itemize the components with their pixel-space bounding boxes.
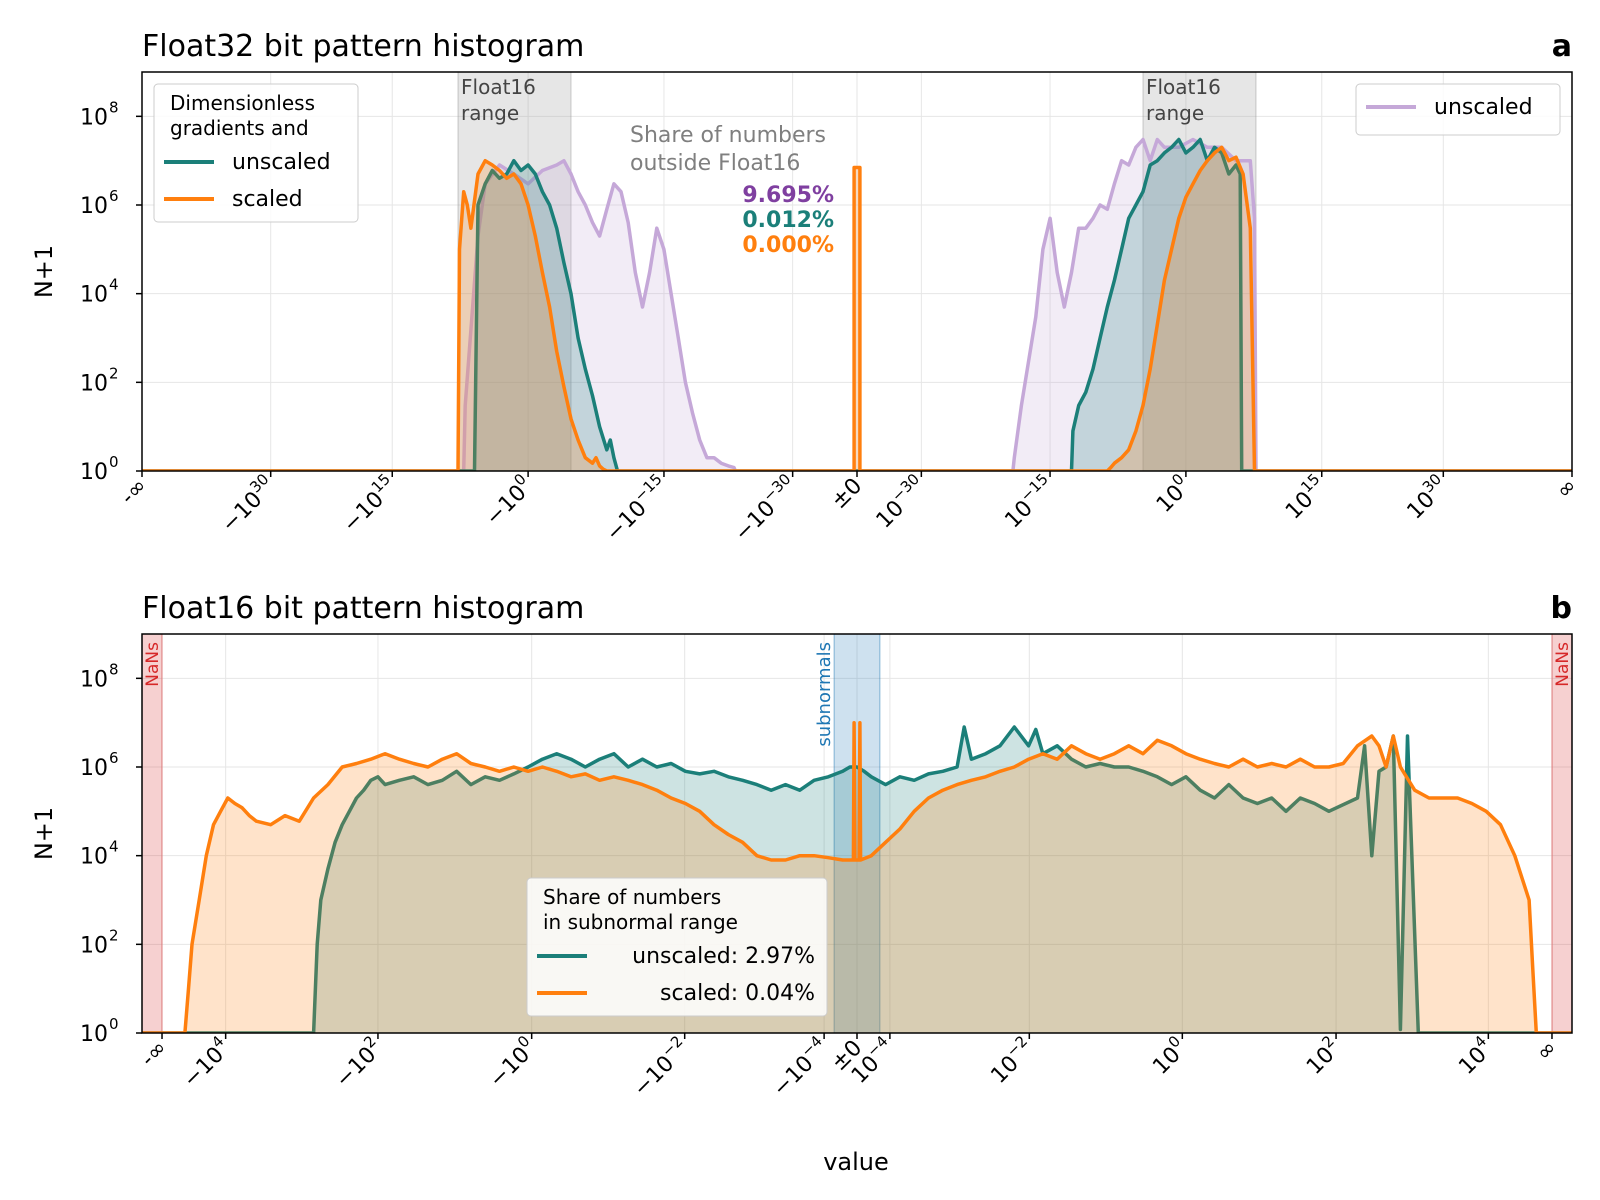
x-tick-label: −104 xyxy=(175,1032,236,1093)
series-line xyxy=(142,137,1572,471)
y-tick-label: 10 xyxy=(80,845,108,870)
plot-area xyxy=(142,72,1572,471)
plot-area xyxy=(142,634,1572,1033)
legend-box xyxy=(526,877,828,1017)
legend-box xyxy=(1355,83,1561,136)
x-axis-label: value xyxy=(823,1148,889,1176)
x-tick-label: −1030 xyxy=(213,470,281,538)
y-tick-label: 10 xyxy=(80,283,108,308)
x-tick-label: 1015 xyxy=(1277,470,1332,525)
y-tick-label-exponent: 6 xyxy=(109,187,119,205)
x-tick-label: 10−30 xyxy=(868,470,931,533)
region-label: NaNs xyxy=(1553,642,1573,687)
y-tick-label-exponent: 0 xyxy=(109,1015,119,1033)
y-axis-label: N+1 xyxy=(30,807,58,860)
x-tick-label: ∞ xyxy=(1552,474,1583,505)
shaded-region xyxy=(833,634,881,1033)
y-tick-label-exponent: 0 xyxy=(109,453,119,471)
annotation-value: 9.695% xyxy=(742,183,834,208)
x-tick-label: −10−4 xyxy=(765,1032,835,1102)
legend-title: Share of numbers in subnormal range xyxy=(543,885,738,934)
x-tick-label: −10−30 xyxy=(726,470,802,546)
x-tick-label: 10−2 xyxy=(983,1032,1040,1089)
x-tick-label: 102 xyxy=(1299,1032,1347,1080)
region-label: subnormals xyxy=(814,642,835,747)
x-tick-label: 100 xyxy=(1148,470,1196,518)
x-tick-label: 1030 xyxy=(1399,470,1454,525)
annotation-heading: Share of numbers outside Float16 xyxy=(630,123,826,176)
legend: Dimensionless gradients and unscaled scaled xyxy=(153,83,359,223)
y-tick-label-exponent: 8 xyxy=(109,98,119,116)
y-tick-label-exponent: 6 xyxy=(109,749,119,767)
series-area xyxy=(142,139,1572,471)
y-tick-label-exponent: 2 xyxy=(109,364,119,382)
legend-label: unscaled xyxy=(232,150,331,175)
y-tick-label: 10 xyxy=(80,667,108,692)
legend-label: unscaled: 2.97% xyxy=(632,944,815,969)
legend-label: scaled: 0.04% xyxy=(660,981,815,1006)
y-tick-label: 10 xyxy=(80,756,108,781)
region-label: Float16 range xyxy=(1146,75,1221,125)
x-tick-label: ±0 xyxy=(827,474,868,515)
panel-title: Float16 bit pattern histogram xyxy=(142,591,584,626)
y-tick-label: 10 xyxy=(80,371,108,396)
y-tick-label-exponent: 4 xyxy=(109,838,119,856)
panel-b: Float16 bit pattern histogram b NaNs subnor… xyxy=(30,591,1573,1102)
series-area xyxy=(142,722,1572,1033)
x-tick-label: −100 xyxy=(481,1032,542,1093)
panel-a: Float32 bit pattern histogram a Float16 ran… xyxy=(30,29,1582,546)
y-axis-label: N+1 xyxy=(30,245,58,298)
legend: Share of numbers in subnormal range unscal… xyxy=(526,877,828,1017)
x-tick-label: −100 xyxy=(478,470,539,531)
series-area xyxy=(142,139,1572,471)
x-tick-label: 100 xyxy=(1145,1032,1193,1080)
y-tick-label-exponent: 4 xyxy=(109,276,119,294)
series-line xyxy=(142,720,1572,1033)
x-tick-label: -∞ xyxy=(136,1036,172,1072)
legend-title: Dimensionless gradients and xyxy=(170,91,315,140)
series-area xyxy=(142,147,1572,471)
panel-letter: b xyxy=(1551,591,1572,626)
series-area xyxy=(142,727,1572,1033)
region-label: Float16 range xyxy=(461,75,536,125)
x-tick-label: −1015 xyxy=(335,470,403,538)
series-line xyxy=(142,137,1572,471)
y-tick-label: 10 xyxy=(80,194,108,219)
y-tick-label: 10 xyxy=(80,460,108,485)
x-tick-label: −102 xyxy=(327,1032,388,1093)
annotation-value: 0.012% xyxy=(742,208,834,233)
legend-box xyxy=(153,83,359,223)
x-tick-label: 104 xyxy=(1451,1032,1499,1080)
panel-letter: a xyxy=(1552,29,1572,64)
y-tick-label: 10 xyxy=(80,105,108,130)
x-tick-label: -∞ xyxy=(116,474,152,510)
shaded-region xyxy=(142,634,163,1033)
y-tick-label: 10 xyxy=(80,1022,108,1047)
legend-label: unscaled xyxy=(1434,95,1533,120)
x-tick-label: −10−15 xyxy=(598,470,674,546)
shaded-region xyxy=(1551,634,1572,1033)
panel-title: Float32 bit pattern histogram xyxy=(142,29,584,64)
y-tick-label-exponent: 2 xyxy=(109,926,119,944)
region-label: NaNs xyxy=(143,642,163,687)
x-tick-label: 10−15 xyxy=(997,470,1060,533)
legend-label: scaled xyxy=(232,187,303,212)
y-tick-label-exponent: 8 xyxy=(109,660,119,678)
x-tick-label: −10−2 xyxy=(625,1032,695,1102)
legend: unscaled xyxy=(1355,83,1561,136)
x-tick-label: ∞ xyxy=(1532,1036,1563,1067)
series-line xyxy=(142,145,1572,471)
y-tick-label: 10 xyxy=(80,933,108,958)
annotation-value: 0.000% xyxy=(742,233,834,258)
